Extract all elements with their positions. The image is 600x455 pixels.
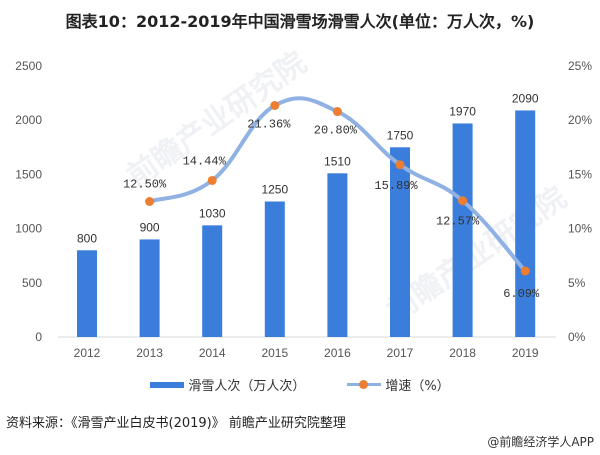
credit: @前瞻经济学人APP [487,435,594,449]
bar [390,147,410,337]
legend-item-bar: 滑雪人次（万人次） [150,375,305,394]
right-axis: 0% 5% 10% 15% 20% 25% [568,59,592,344]
bar-value-label: 1750 [387,128,414,142]
x-tick-label: 2013 [136,346,163,360]
growth-point [145,197,155,206]
growth-value-label: 15.89% [374,179,418,193]
bar [515,110,536,337]
left-tick-label: 2500 [15,59,42,73]
line-swatch-icon [347,380,382,389]
bar-series: 800 900 1030 1250 1510 1750 1970 2090 [77,91,539,338]
left-tick-label: 2000 [15,113,42,127]
growth-value-label: 21.36% [247,117,291,131]
left-tick-label: 1000 [15,222,42,236]
bar-value-label: 1250 [261,183,288,197]
growth-value-label: 12.50% [123,178,167,192]
source-note: 资料来源：《滑雪产业白皮书(2019)》 前瞻产业研究院整理 [6,416,346,431]
growth-value-label: 12.57% [436,215,480,229]
legend-bar-label: 滑雪人次（万人次） [188,379,306,394]
growth-point [332,107,342,117]
growth-point [207,175,217,185]
right-tick-label: 15% [568,167,592,181]
x-tick-label: 2016 [324,346,351,360]
growth-point [395,160,405,170]
legend-item-line: 增速（%） [347,375,450,394]
bar [139,239,160,337]
bar-value-label: 1970 [449,104,476,118]
growth-value-label: 6.09% [503,287,540,301]
growth-value-label: 20.80% [314,124,358,138]
bar [264,201,285,337]
growth-point [458,196,468,206]
bar [327,173,348,337]
bar-swatch-icon [150,381,185,388]
right-tick-label: 25% [568,59,592,73]
x-axis: 2012 2013 2014 2015 2016 2017 2018 2019 [74,346,539,360]
line-series: 12.50% 14.44% 21.36% 20.80% 15.89% 12.57% 6.09… [123,96,540,301]
left-axis: 0 500 1000 1500 2000 2500 [15,59,42,344]
left-tick-label: 0 [35,330,42,344]
bar-value-label: 800 [77,231,97,245]
right-tick-label: 10% [568,222,592,236]
growth-point [270,100,280,110]
x-tick-label: 2012 [74,346,101,360]
legend-line-label: 增速（%） [385,379,450,394]
growth-value-label: 14.44% [183,154,227,168]
bar-value-label: 1030 [199,206,226,220]
left-tick-label: 500 [22,276,42,290]
x-tick-label: 2015 [261,346,288,360]
right-tick-label: 20% [568,113,592,127]
bar [77,250,97,337]
right-tick-label: 5% [568,276,586,290]
x-tick-label: 2018 [449,346,476,360]
bar-value-label: 900 [140,220,160,234]
left-tick-label: 1500 [15,167,42,181]
x-tick-label: 2017 [387,346,414,360]
growth-point [520,266,530,276]
x-tick-label: 2014 [199,346,226,360]
right-tick-label: 0% [568,330,586,344]
bar-value-label: 2090 [512,91,539,105]
bar [452,123,473,338]
bar-value-label: 1510 [324,154,351,168]
x-tick-label: 2019 [512,346,539,360]
combo-chart: 0 500 1000 1500 2000 2500 0% 5% 10% 15% 20% 25% 80… [15,59,592,360]
chart-title: 图表10：2012-2019年中国滑雪场滑雪人次(单位：万人次，%) [65,12,535,31]
legend: 滑雪人次（万人次） 增速（%） [0,375,600,394]
bar [202,225,223,337]
